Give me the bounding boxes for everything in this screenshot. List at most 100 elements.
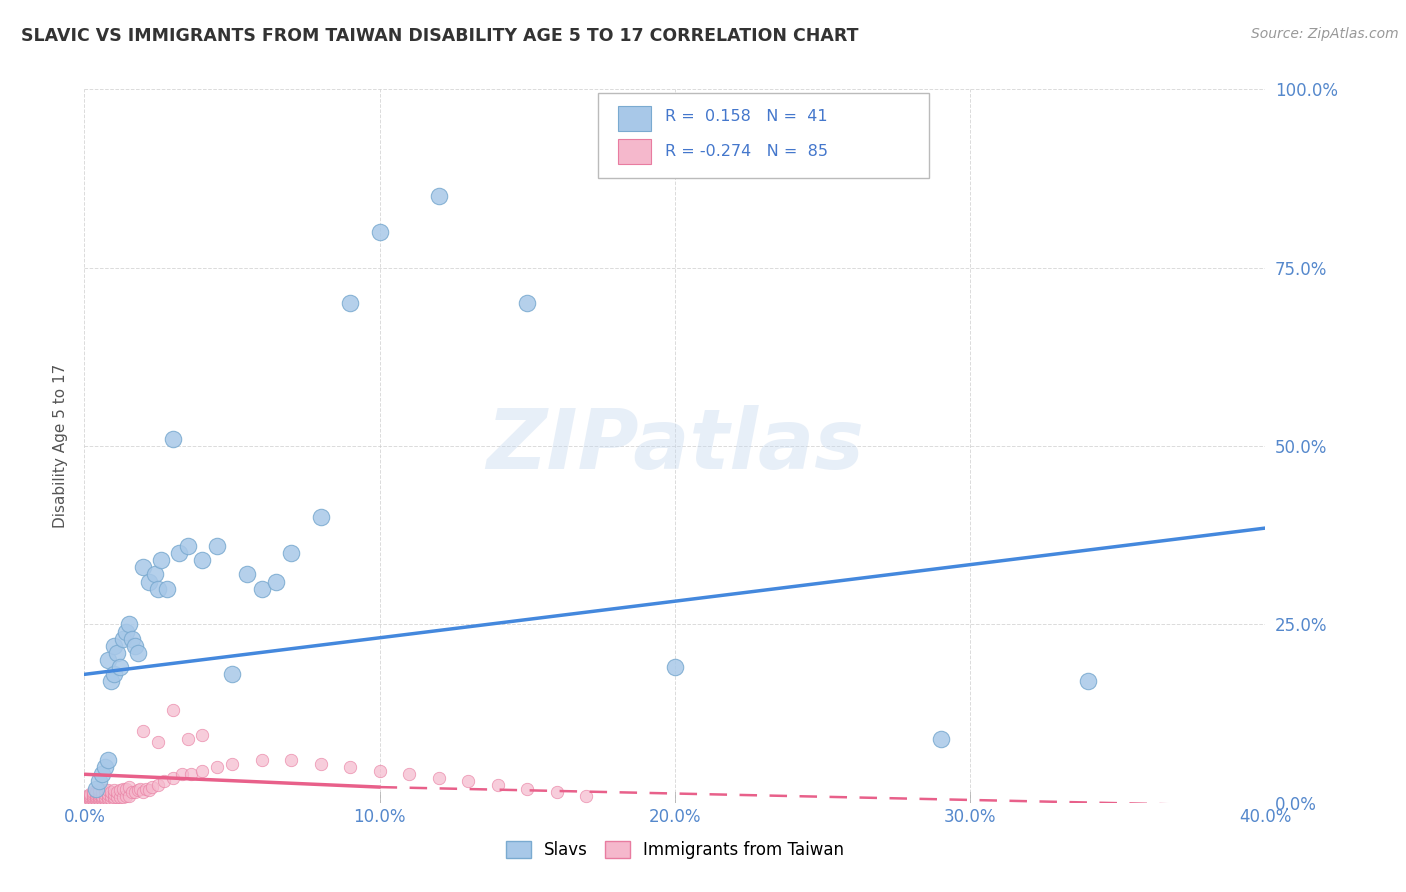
Text: SLAVIC VS IMMIGRANTS FROM TAIWAN DISABILITY AGE 5 TO 17 CORRELATION CHART: SLAVIC VS IMMIGRANTS FROM TAIWAN DISABIL… [21, 27, 859, 45]
Point [153, 774, 176, 789]
Point [103, 667, 125, 681]
Text: R = -0.274   N =  85: R = -0.274 N = 85 [665, 144, 828, 159]
Legend: Slavs, Immigrants from Taiwan: Slavs, Immigrants from Taiwan [499, 834, 851, 866]
Point [84, 785, 107, 799]
Point [84, 781, 107, 796]
Point [97, 653, 120, 667]
Point [191, 728, 214, 742]
Point [89, 792, 111, 806]
Point [250, 582, 273, 596]
Point [148, 778, 170, 792]
Point [97, 790, 120, 805]
Point [89, 774, 111, 789]
Point [82, 785, 104, 799]
Point [162, 432, 184, 446]
Point [1077, 674, 1099, 689]
Point [170, 767, 193, 781]
Point [114, 789, 136, 803]
Point [368, 225, 391, 239]
Point [89, 783, 111, 797]
Point [236, 567, 259, 582]
Point [89, 787, 111, 801]
Point [111, 632, 134, 646]
Point [82, 789, 104, 803]
Point [100, 785, 122, 799]
Point [167, 546, 190, 560]
Point [280, 546, 302, 560]
Point [91, 792, 114, 806]
Point [516, 296, 538, 310]
Point [108, 790, 131, 805]
Point [280, 753, 302, 767]
Point [76, 792, 98, 806]
Point [156, 582, 179, 596]
Point [546, 785, 568, 799]
Point [94, 760, 117, 774]
Point [486, 778, 509, 792]
Point [94, 787, 117, 801]
Point [97, 787, 120, 801]
Point [91, 767, 114, 781]
Point [124, 785, 146, 799]
Point [221, 667, 243, 681]
Point [103, 639, 125, 653]
Point [191, 553, 214, 567]
Point [929, 731, 952, 746]
Point [111, 790, 134, 805]
Point [82, 787, 104, 801]
Point [339, 296, 361, 310]
Point [135, 781, 157, 796]
Point [91, 785, 114, 799]
Point [427, 189, 450, 203]
Point [76, 789, 98, 803]
FancyBboxPatch shape [598, 93, 929, 178]
Point [79, 792, 101, 806]
Point [121, 785, 143, 799]
Point [94, 792, 117, 806]
Point [575, 789, 598, 803]
Point [103, 787, 125, 801]
Point [191, 764, 214, 778]
Point [368, 764, 391, 778]
Point [105, 785, 128, 799]
Point [100, 674, 122, 689]
Point [177, 731, 200, 746]
Point [100, 792, 122, 806]
Bar [619, 139, 651, 164]
Point [309, 756, 332, 771]
Point [457, 774, 479, 789]
Point [79, 787, 101, 801]
Point [127, 646, 149, 660]
Point [89, 790, 111, 805]
Point [76, 790, 98, 805]
Point [118, 789, 141, 803]
Point [148, 735, 170, 749]
Point [82, 790, 104, 805]
Point [91, 790, 114, 805]
Point [124, 639, 146, 653]
Point [121, 632, 143, 646]
Point [205, 539, 228, 553]
Point [97, 792, 120, 806]
Point [103, 783, 125, 797]
Point [105, 790, 128, 805]
Point [103, 792, 125, 806]
Point [177, 539, 200, 553]
Point [79, 790, 101, 805]
Point [516, 781, 538, 796]
Point [89, 789, 111, 803]
Point [143, 567, 166, 582]
Point [250, 753, 273, 767]
Point [221, 756, 243, 771]
Point [118, 780, 141, 794]
Point [94, 790, 117, 805]
Point [264, 574, 288, 589]
Point [339, 760, 361, 774]
Point [82, 792, 104, 806]
Point [138, 574, 160, 589]
Point [111, 781, 134, 796]
Point [127, 783, 149, 797]
Point [138, 783, 160, 797]
Point [79, 789, 101, 803]
Point [84, 789, 107, 803]
